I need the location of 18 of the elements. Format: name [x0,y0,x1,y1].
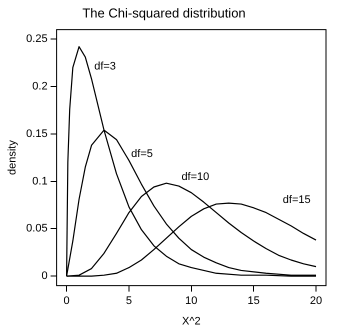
x-tick-label: 0 [64,295,70,308]
x-axis-title: X^2 [182,315,201,328]
x-tick-label: 10 [185,295,198,308]
annotation: df=10 [181,171,210,184]
annotation: df=5 [131,148,153,160]
y-tick-label: 0.05 [26,222,48,235]
y-tick-label: 0.25 [26,33,48,46]
y-tick-label: 0.1 [32,175,48,188]
y-axis-title: density [6,140,19,176]
y-tick-label: 0.15 [26,128,48,140]
annotation: df=3 [94,60,116,73]
x-tick-label: 15 [248,295,260,308]
x-tick-label: 20 [310,295,322,308]
y-tick-label: 0 [41,270,48,282]
x-tick-label: 5 [126,295,132,308]
y-tick-label: 0.2 [32,80,48,93]
chart-title: The Chi-squared distribution [82,5,246,20]
annotation: df=15 [282,194,311,206]
